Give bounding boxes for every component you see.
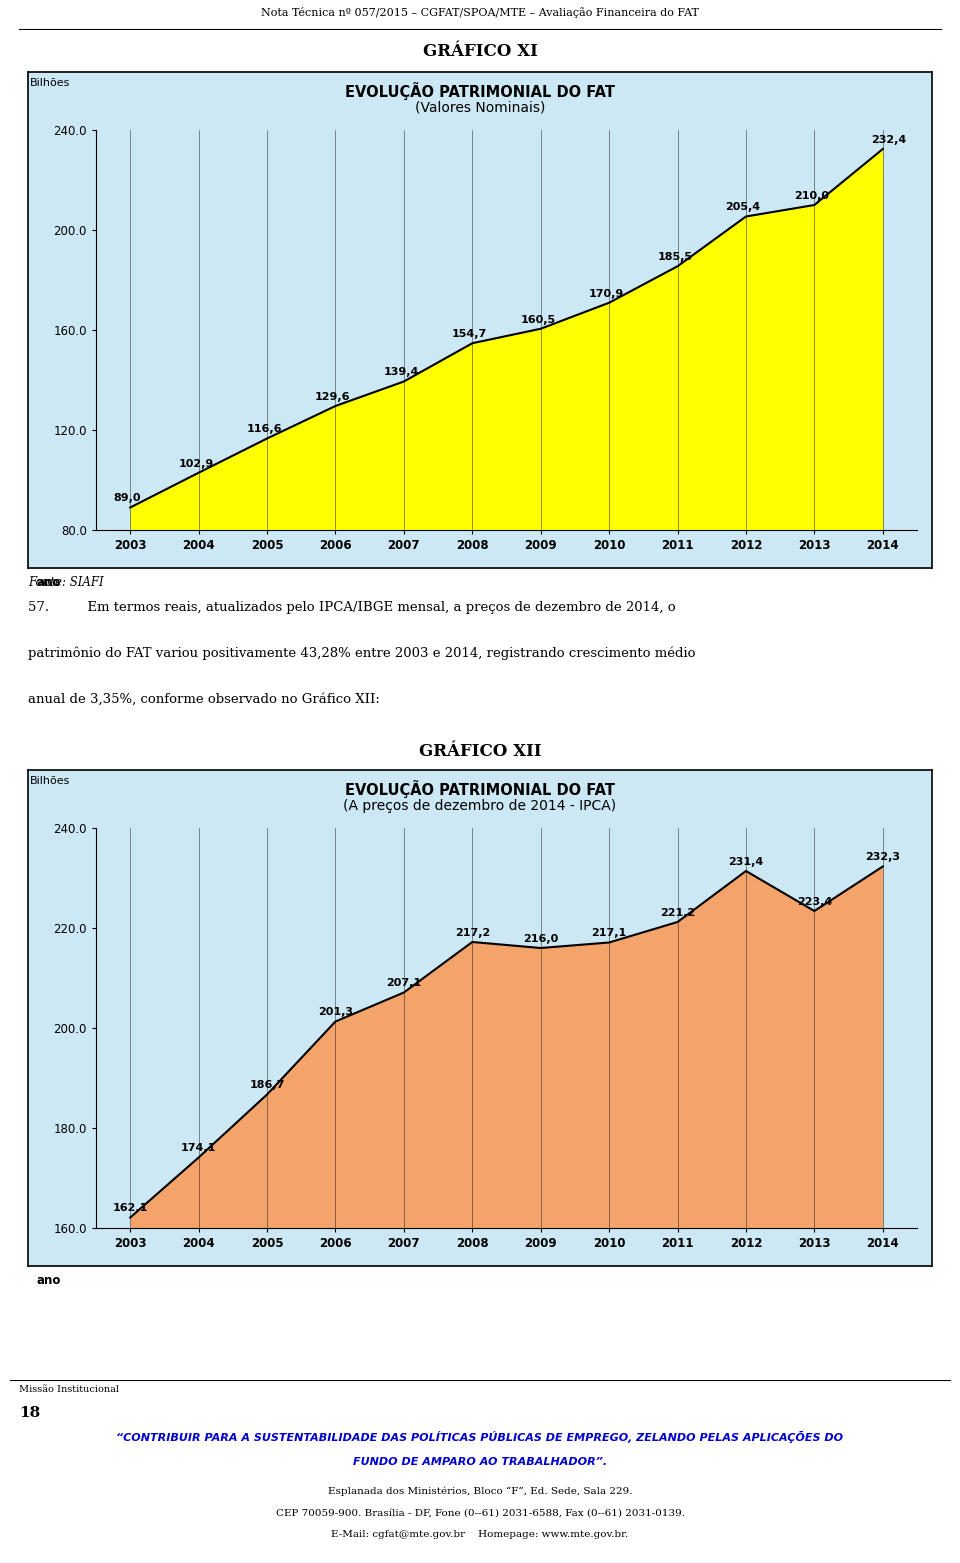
Text: GRÁFICO XII: GRÁFICO XII <box>419 742 541 760</box>
Text: 223,4: 223,4 <box>797 897 832 907</box>
Text: (Valores Nominais): (Valores Nominais) <box>415 102 545 116</box>
Text: 18: 18 <box>19 1405 40 1419</box>
Text: 232,3: 232,3 <box>865 852 900 863</box>
Text: 216,0: 216,0 <box>523 933 559 944</box>
Text: Nota Técnica nº 057/2015 – CGFAT/SPOA/MTE – Avaliação Financeira do FAT: Nota Técnica nº 057/2015 – CGFAT/SPOA/MT… <box>261 8 699 19</box>
Text: 217,2: 217,2 <box>455 928 490 938</box>
Text: 174,1: 174,1 <box>180 1143 216 1153</box>
Text: Fonte: SIAFI: Fonte: SIAFI <box>28 577 104 589</box>
Text: FUNDO DE AMPARO AO TRABALHADOR”.: FUNDO DE AMPARO AO TRABALHADOR”. <box>353 1457 607 1466</box>
Text: 231,4: 231,4 <box>729 857 763 867</box>
Text: EVOLUÇÃO PATRIMONIAL DO FAT: EVOLUÇÃO PATRIMONIAL DO FAT <box>345 780 615 797</box>
Text: 217,1: 217,1 <box>591 928 627 938</box>
Text: 185,5: 185,5 <box>658 252 692 263</box>
Text: Bilhões: Bilhões <box>30 775 70 786</box>
Text: 201,3: 201,3 <box>318 1007 353 1018</box>
Text: E-Mail: cgfat@mte.gov.br    Homepage: www.mte.gov.br.: E-Mail: cgfat@mte.gov.br Homepage: www.m… <box>331 1530 629 1540</box>
Text: CEP 70059-900. Brasília - DF, Fone (0--61) 2031-6588, Fax (0--61) 2031-0139.: CEP 70059-900. Brasília - DF, Fone (0--6… <box>276 1508 684 1518</box>
Text: 221,2: 221,2 <box>660 908 695 917</box>
Text: 207,1: 207,1 <box>386 978 421 988</box>
Text: GRÁFICO XI: GRÁFICO XI <box>422 42 538 59</box>
Text: 232,4: 232,4 <box>871 134 906 145</box>
Text: patrimônio do FAT variou positivamente 43,28% entre 2003 e 2014, registrando cre: patrimônio do FAT variou positivamente 4… <box>28 647 695 661</box>
Text: Esplanada dos Ministérios, Bloco “F”, Ed. Sede, Sala 229.: Esplanada dos Ministérios, Bloco “F”, Ed… <box>327 1486 633 1496</box>
Text: EVOLUÇÃO PATRIMONIAL DO FAT: EVOLUÇÃO PATRIMONIAL DO FAT <box>345 81 615 100</box>
Text: anual de 3,35%, conforme observado no Gráfico XII:: anual de 3,35%, conforme observado no Gr… <box>28 692 380 705</box>
Text: (A preços de dezembro de 2014 - IPCA): (A preços de dezembro de 2014 - IPCA) <box>344 799 616 813</box>
Text: ano: ano <box>36 1274 61 1286</box>
Text: 129,6: 129,6 <box>315 392 350 402</box>
Text: 162,1: 162,1 <box>112 1204 148 1213</box>
Text: “CONTRIBUIR PARA A SUSTENTABILIDADE DAS POLÍTICAS PÚBLICAS DE EMPREGO, ZELANDO P: “CONTRIBUIR PARA A SUSTENTABILIDADE DAS … <box>116 1432 844 1443</box>
Text: 160,5: 160,5 <box>520 314 556 325</box>
Text: 186,7: 186,7 <box>250 1080 285 1091</box>
Text: 89,0: 89,0 <box>113 494 141 503</box>
Text: 205,4: 205,4 <box>726 202 760 213</box>
Text: Bilhões: Bilhões <box>30 78 70 88</box>
Text: ano: ano <box>36 577 61 589</box>
Text: 139,4: 139,4 <box>383 367 419 377</box>
Text: 116,6: 116,6 <box>247 424 282 435</box>
Text: 57.         Em termos reais, atualizados pelo IPCA/IBGE mensal, a preços de deze: 57. Em termos reais, atualizados pelo IP… <box>28 602 676 614</box>
Text: 170,9: 170,9 <box>588 289 624 299</box>
Text: 102,9: 102,9 <box>179 458 213 469</box>
Text: 210,0: 210,0 <box>794 191 829 200</box>
Text: Missão Institucional: Missão Institucional <box>19 1385 119 1394</box>
Text: 154,7: 154,7 <box>452 330 487 339</box>
